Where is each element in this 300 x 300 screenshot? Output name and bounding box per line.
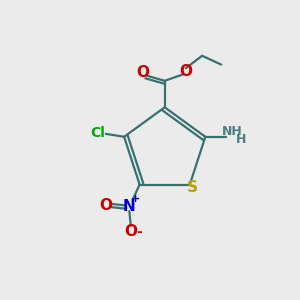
Text: H: H [236,133,247,146]
Text: O: O [99,198,112,213]
Text: S: S [187,180,198,195]
Text: Cl: Cl [90,126,105,140]
Text: O: O [179,64,192,80]
Text: NH: NH [221,125,242,138]
Text: -: - [136,225,142,239]
Text: +: + [131,194,140,204]
Text: O: O [124,224,137,239]
Text: N: N [123,199,136,214]
Text: O: O [136,65,149,80]
